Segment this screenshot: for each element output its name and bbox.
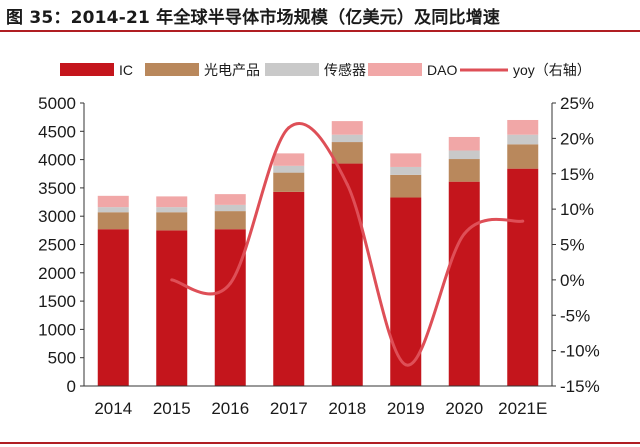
bar-dao [214, 194, 246, 205]
bar-ic [156, 230, 188, 386]
bar-ic [97, 229, 129, 386]
x-tick-label: 2014 [94, 399, 132, 418]
x-tick-label: 2015 [153, 399, 191, 418]
yoy-point [462, 232, 466, 236]
yoy-point [170, 278, 174, 282]
y-left-tick-label: 1500 [38, 292, 76, 311]
legend-swatch-optoelectronics [145, 63, 199, 76]
bar-sensors [448, 150, 480, 160]
yoy-point [228, 281, 232, 285]
legend-label-ic: IC [119, 62, 133, 78]
legend-swatch-dao [368, 63, 422, 76]
bar-sensors [273, 165, 305, 173]
bar-optoelectronics [331, 142, 363, 164]
legend-swatch-sensors [265, 63, 319, 76]
bar-sensors [214, 204, 246, 212]
bar-dao [390, 153, 422, 167]
y-left-tick-label: 1000 [38, 320, 76, 339]
bar-dao [97, 195, 129, 208]
bar-dao [156, 196, 188, 208]
bar-ic [331, 163, 363, 386]
legend: IC 光电产品 传感器 DAO yoy（右轴） [60, 62, 591, 78]
x-tick-label: 2019 [387, 399, 425, 418]
bar-sensors [390, 166, 422, 175]
bar-dao [331, 121, 363, 135]
x-tick-label: 2017 [270, 399, 308, 418]
y-left-tick-label: 2500 [38, 236, 76, 255]
yoy-line-layer [170, 121, 525, 367]
bar-optoelectronics [156, 212, 188, 231]
bar-optoelectronics [273, 172, 305, 192]
y-right-tick-label: 10% [560, 200, 594, 219]
bar-optoelectronics [390, 174, 422, 198]
yoy-point [521, 219, 525, 223]
legend-swatch-ic [60, 63, 114, 76]
figure-title: 图 35：2014-21 年全球半导体市场规模（亿美元）及同比增速 [6, 8, 501, 28]
x-tick-label: 2020 [445, 399, 483, 418]
bars [97, 119, 539, 386]
y-right-tick-label: -10% [560, 342, 600, 361]
y-right-tick-label: -15% [560, 377, 600, 396]
bar-ic [214, 229, 246, 386]
y-left-tick-label: 3000 [38, 207, 76, 226]
bar-sensors [97, 207, 129, 213]
yoy-point [345, 182, 349, 186]
bar-optoelectronics [507, 144, 539, 169]
bar-sensors [507, 134, 539, 145]
y-left-tick-label: 5000 [38, 94, 76, 113]
y-right-tick-label: 0% [560, 271, 585, 290]
bar-optoelectronics [214, 211, 246, 230]
bar-sensors [331, 134, 363, 143]
y-left-tick-label: 500 [48, 349, 76, 368]
y-right-axis: -15% -10% -5% 0% 5% 10% 15% 20% 25% [551, 94, 600, 396]
legend-label-optoelectronics: 光电产品 [204, 62, 260, 78]
y-right-tick-label: 5% [560, 236, 585, 255]
bar-dao [273, 153, 305, 166]
bar-dao [448, 136, 480, 151]
y-left-tick-label: 4500 [38, 122, 76, 141]
bar-optoelectronics [97, 212, 129, 230]
y-right-tick-label: 15% [560, 165, 594, 184]
bar-sensors [156, 207, 188, 213]
x-tick-label: 2018 [328, 399, 366, 418]
y-left-tick-label: 4000 [38, 151, 76, 170]
legend-label-dao: DAO [427, 62, 457, 78]
x-tick-label: 2016 [211, 399, 249, 418]
y-left-tick-label: 3500 [38, 179, 76, 198]
bar-dao [507, 119, 539, 135]
yoy-point [287, 126, 291, 130]
legend-label-yoy: yoy（右轴） [513, 62, 591, 78]
bar-ic [273, 191, 305, 386]
y-left-axis: 0 500 1000 1500 2000 2500 3000 3500 4000 4500 5000 [38, 94, 85, 396]
bar-ic [448, 181, 480, 386]
bar-ic [390, 197, 422, 386]
bottom-rule [0, 442, 640, 444]
bar-optoelectronics [448, 159, 480, 182]
bar-ic [507, 168, 539, 386]
yoy-point [404, 363, 408, 367]
legend-label-sensors: 传感器 [324, 62, 366, 78]
y-right-tick-label: 20% [560, 129, 594, 148]
x-tick-label: 2021E [498, 399, 547, 418]
y-left-tick-label: 2000 [38, 264, 76, 283]
y-right-tick-label: 25% [560, 94, 594, 113]
y-right-tick-label: -5% [560, 306, 590, 325]
x-axis: 2014 2015 2016 2017 2018 2019 2020 2021E [84, 385, 552, 418]
y-left-tick-label: 0 [67, 377, 76, 396]
title-rule [0, 30, 640, 32]
